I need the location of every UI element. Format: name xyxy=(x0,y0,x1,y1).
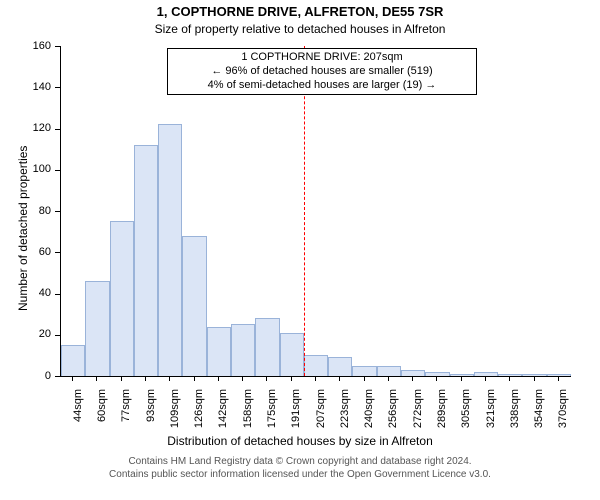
y-tick-label: 0 xyxy=(21,370,51,382)
x-tick-mark xyxy=(509,376,510,381)
y-tick-mark xyxy=(55,46,60,47)
x-tick-mark xyxy=(558,376,559,381)
histogram-bar xyxy=(304,355,328,376)
y-tick-mark xyxy=(55,294,60,295)
footer-line-2: Contains public sector information licen… xyxy=(0,469,600,482)
footer-line-1: Contains HM Land Registry data © Crown c… xyxy=(0,456,600,469)
y-tick-mark xyxy=(55,170,60,171)
y-tick-mark xyxy=(55,87,60,88)
histogram-bar xyxy=(280,333,304,376)
histogram-bar xyxy=(207,327,231,377)
annotation-line-3: 4% of semi-detached houses are larger (1… xyxy=(174,79,470,93)
x-tick-mark xyxy=(96,376,97,381)
x-tick-mark xyxy=(534,376,535,381)
x-tick-mark xyxy=(218,376,219,381)
histogram-bar xyxy=(134,145,158,376)
x-tick-mark xyxy=(145,376,146,381)
histogram-bar xyxy=(377,366,401,376)
histogram-bar xyxy=(85,281,109,376)
histogram-bar xyxy=(425,372,449,376)
y-tick-mark xyxy=(55,376,60,377)
reference-line xyxy=(304,46,305,376)
histogram-bar xyxy=(547,374,571,376)
x-tick-mark xyxy=(485,376,486,381)
chart-subtitle: Size of property relative to detached ho… xyxy=(0,22,600,36)
histogram-bar xyxy=(401,370,425,376)
histogram-bar xyxy=(61,345,85,376)
histogram-bar xyxy=(158,124,182,376)
x-tick-mark xyxy=(194,376,195,381)
histogram-bar xyxy=(255,318,279,376)
y-tick-label: 120 xyxy=(21,122,51,134)
y-tick-label: 160 xyxy=(21,40,51,52)
annotation-line-1: 1 COPTHORNE DRIVE: 207sqm xyxy=(174,51,470,65)
chart-container: 1, COPTHORNE DRIVE, ALFRETON, DE55 7SR S… xyxy=(0,0,600,500)
x-tick-mark xyxy=(169,376,170,381)
x-tick-mark xyxy=(364,376,365,381)
x-tick-mark xyxy=(436,376,437,381)
x-tick-mark xyxy=(291,376,292,381)
x-tick-mark xyxy=(266,376,267,381)
histogram-bar xyxy=(231,324,255,376)
x-tick-mark xyxy=(339,376,340,381)
x-tick-mark xyxy=(461,376,462,381)
x-tick-mark xyxy=(412,376,413,381)
histogram-bar xyxy=(328,357,352,376)
y-tick-label: 140 xyxy=(21,81,51,93)
annotation-box: 1 COPTHORNE DRIVE: 207sqm ← 96% of detac… xyxy=(167,48,477,95)
x-tick-mark xyxy=(72,376,73,381)
y-axis-label: Number of detached properties xyxy=(16,146,30,311)
footer-attribution: Contains HM Land Registry data © Crown c… xyxy=(0,456,600,481)
chart-title: 1, COPTHORNE DRIVE, ALFRETON, DE55 7SR xyxy=(0,4,600,19)
y-tick-label: 20 xyxy=(21,328,51,340)
x-axis-label: Distribution of detached houses by size … xyxy=(0,434,600,448)
histogram-bar xyxy=(182,236,206,376)
x-tick-mark xyxy=(121,376,122,381)
y-tick-mark xyxy=(55,252,60,253)
y-tick-mark xyxy=(55,335,60,336)
plot-area xyxy=(60,46,571,377)
x-tick-mark xyxy=(388,376,389,381)
y-tick-mark xyxy=(55,129,60,130)
annotation-line-2: ← 96% of detached houses are smaller (51… xyxy=(174,65,470,79)
histogram-bar xyxy=(498,374,522,376)
histogram-bar xyxy=(110,221,134,376)
x-tick-mark xyxy=(315,376,316,381)
x-tick-mark xyxy=(242,376,243,381)
histogram-bar xyxy=(522,374,546,376)
histogram-bar xyxy=(450,374,474,376)
histogram-bar xyxy=(352,366,376,376)
y-tick-mark xyxy=(55,211,60,212)
